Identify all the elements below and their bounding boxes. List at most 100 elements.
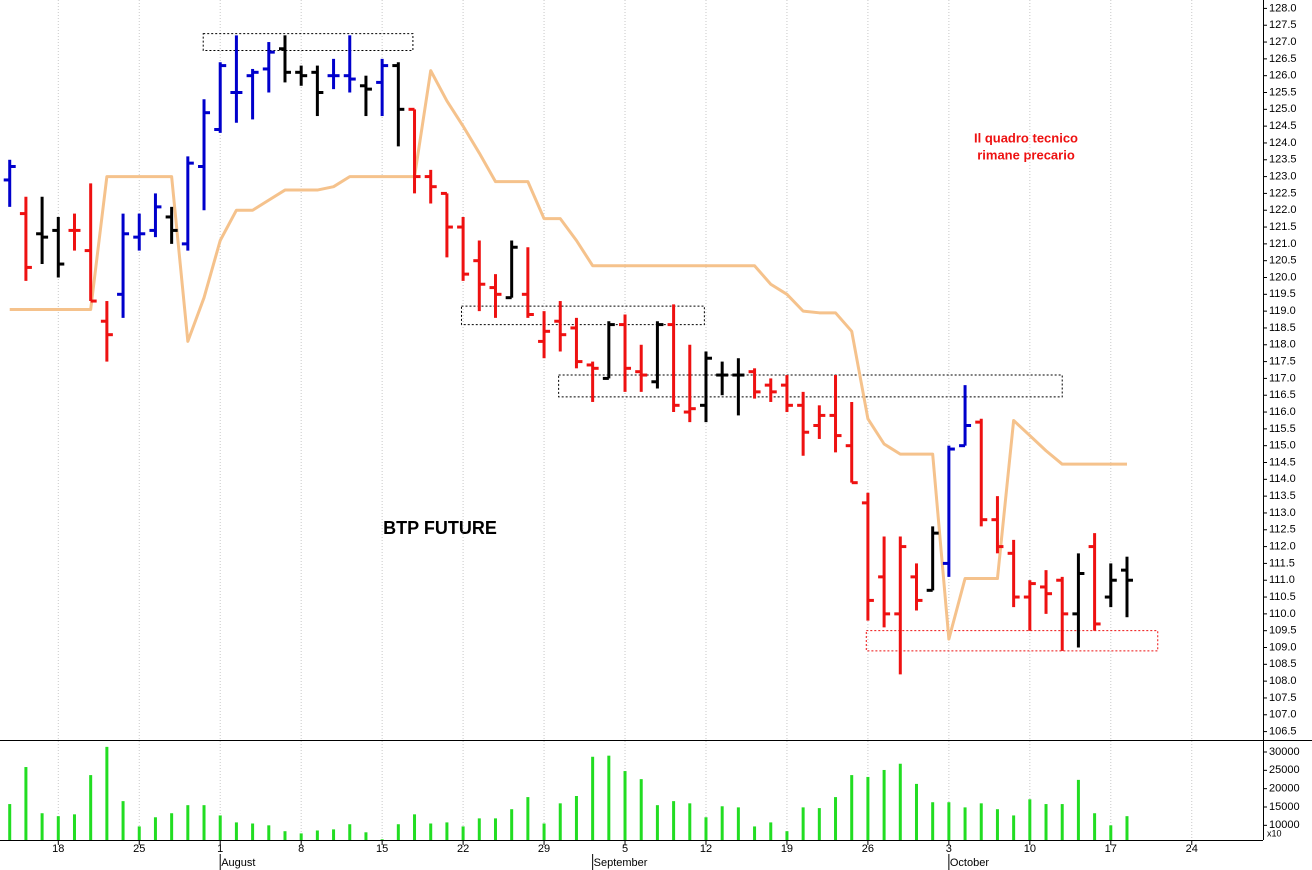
volume-bar xyxy=(153,817,157,840)
volume-bar xyxy=(866,776,870,840)
volume-bar xyxy=(89,775,93,840)
volume-bar xyxy=(720,806,724,840)
volume-bar xyxy=(558,803,562,840)
trend-line xyxy=(9,69,1127,641)
y-tick-label: 113.5 xyxy=(1269,490,1296,502)
volume-bar xyxy=(24,767,28,840)
y-tick-label: 125.0 xyxy=(1269,103,1297,115)
volume-bar xyxy=(769,822,773,840)
x-tick-label: 18 xyxy=(52,843,64,855)
x-tick-label: 26 xyxy=(862,843,874,855)
chart-title: BTP FUTURE xyxy=(383,518,497,538)
volume-bar xyxy=(947,802,951,840)
y-tick-label: 122.5 xyxy=(1269,187,1297,199)
volume-bar xyxy=(639,779,643,840)
volume-bar xyxy=(218,815,222,840)
volume-bar xyxy=(8,804,12,840)
y-tick-label: 110.0 xyxy=(1269,608,1296,620)
y-tick-label: 109.0 xyxy=(1269,641,1297,653)
y-tick-label: 128.0 xyxy=(1269,2,1297,14)
volume-bar xyxy=(834,797,838,840)
price-zone xyxy=(460,305,705,326)
volume-bar xyxy=(234,822,238,840)
volume-bar xyxy=(56,816,60,840)
volume-bar xyxy=(898,763,902,840)
volume-bar xyxy=(137,826,141,840)
y-tick-label: 113.0 xyxy=(1269,507,1296,519)
volume-bar xyxy=(607,755,611,840)
y-tick-label: 30000 xyxy=(1269,746,1300,758)
y-tick-label: 123.5 xyxy=(1269,154,1297,166)
y-tick-label: 110.5 xyxy=(1269,591,1296,603)
volume-bar xyxy=(429,823,433,840)
volume-bar xyxy=(364,832,368,840)
y-tick-label: 117.5 xyxy=(1269,355,1296,367)
volume-bar xyxy=(396,824,400,840)
annotation: Il quadro tecnico xyxy=(974,130,1078,145)
volume-bar xyxy=(688,803,692,840)
y-tick-label: 125.5 xyxy=(1269,86,1297,98)
volume-bar xyxy=(299,833,303,840)
volume-bar xyxy=(1109,825,1113,840)
month-label: August xyxy=(221,857,255,869)
y-tick-label: 106.5 xyxy=(1269,725,1297,737)
volume-bar xyxy=(963,807,967,840)
volume-bar xyxy=(348,824,352,840)
y-tick-label: 124.0 xyxy=(1269,137,1297,149)
month-label: September xyxy=(594,857,648,869)
volume-unit-note: x10 xyxy=(1267,828,1282,838)
y-tick-label: 123.0 xyxy=(1269,170,1297,182)
y-tick-label: 109.5 xyxy=(1269,625,1297,637)
x-tick-label: 25 xyxy=(133,843,145,855)
x-tick-label: 12 xyxy=(700,843,712,855)
y-tick-label: 112.0 xyxy=(1269,540,1296,552)
volume-bar xyxy=(817,808,821,840)
volume-bar xyxy=(623,771,627,840)
volume-bar xyxy=(413,814,417,840)
volume-bar xyxy=(1044,804,1048,840)
x-tick-label: 29 xyxy=(538,843,550,855)
y-tick-label: 10000 xyxy=(1269,819,1300,831)
volume-bar xyxy=(461,826,465,840)
volume-bar xyxy=(591,756,595,840)
x-tick-label: 10 xyxy=(1024,843,1036,855)
volume-bar xyxy=(655,805,659,840)
volume-bar xyxy=(170,813,174,840)
volume-bar xyxy=(574,796,578,840)
y-tick-label: 118.0 xyxy=(1269,339,1296,351)
volume-bar xyxy=(704,817,708,840)
y-tick-label: 127.0 xyxy=(1269,36,1297,48)
y-tick-label: 124.5 xyxy=(1269,120,1297,132)
y-tick-label: 120.0 xyxy=(1269,271,1297,283)
volume-bar xyxy=(251,823,255,840)
volume-bar xyxy=(315,830,319,840)
y-tick-label: 118.5 xyxy=(1269,322,1296,334)
y-tick-label: 15000 xyxy=(1269,801,1300,813)
volume-bar xyxy=(753,826,757,840)
volume-bar xyxy=(121,801,125,840)
volume-bar xyxy=(332,829,336,840)
volume-bar xyxy=(105,746,109,840)
y-tick-label: 111.5 xyxy=(1269,557,1295,569)
volume-bar xyxy=(40,813,44,840)
volume-bar xyxy=(995,809,999,840)
x-tick-label: 8 xyxy=(298,843,304,855)
x-tick-label: 19 xyxy=(781,843,793,855)
volume-bar xyxy=(477,818,481,840)
volume-bar xyxy=(493,818,497,840)
price-zone xyxy=(865,630,1159,652)
volume-bar xyxy=(736,807,740,840)
x-tick-label: 15 xyxy=(376,843,388,855)
y-tick-label: 107.5 xyxy=(1269,692,1297,704)
price-zone xyxy=(202,33,414,51)
volume-bar xyxy=(202,805,206,840)
y-tick-label: 119.5 xyxy=(1269,288,1296,300)
volume-bar xyxy=(72,814,76,840)
volume-bar xyxy=(1060,804,1064,840)
volume-bar xyxy=(445,822,449,840)
y-tick-label: 121.5 xyxy=(1269,221,1297,233)
y-tick-label: 122.0 xyxy=(1269,204,1297,216)
y-tick-label: 126.0 xyxy=(1269,70,1297,82)
